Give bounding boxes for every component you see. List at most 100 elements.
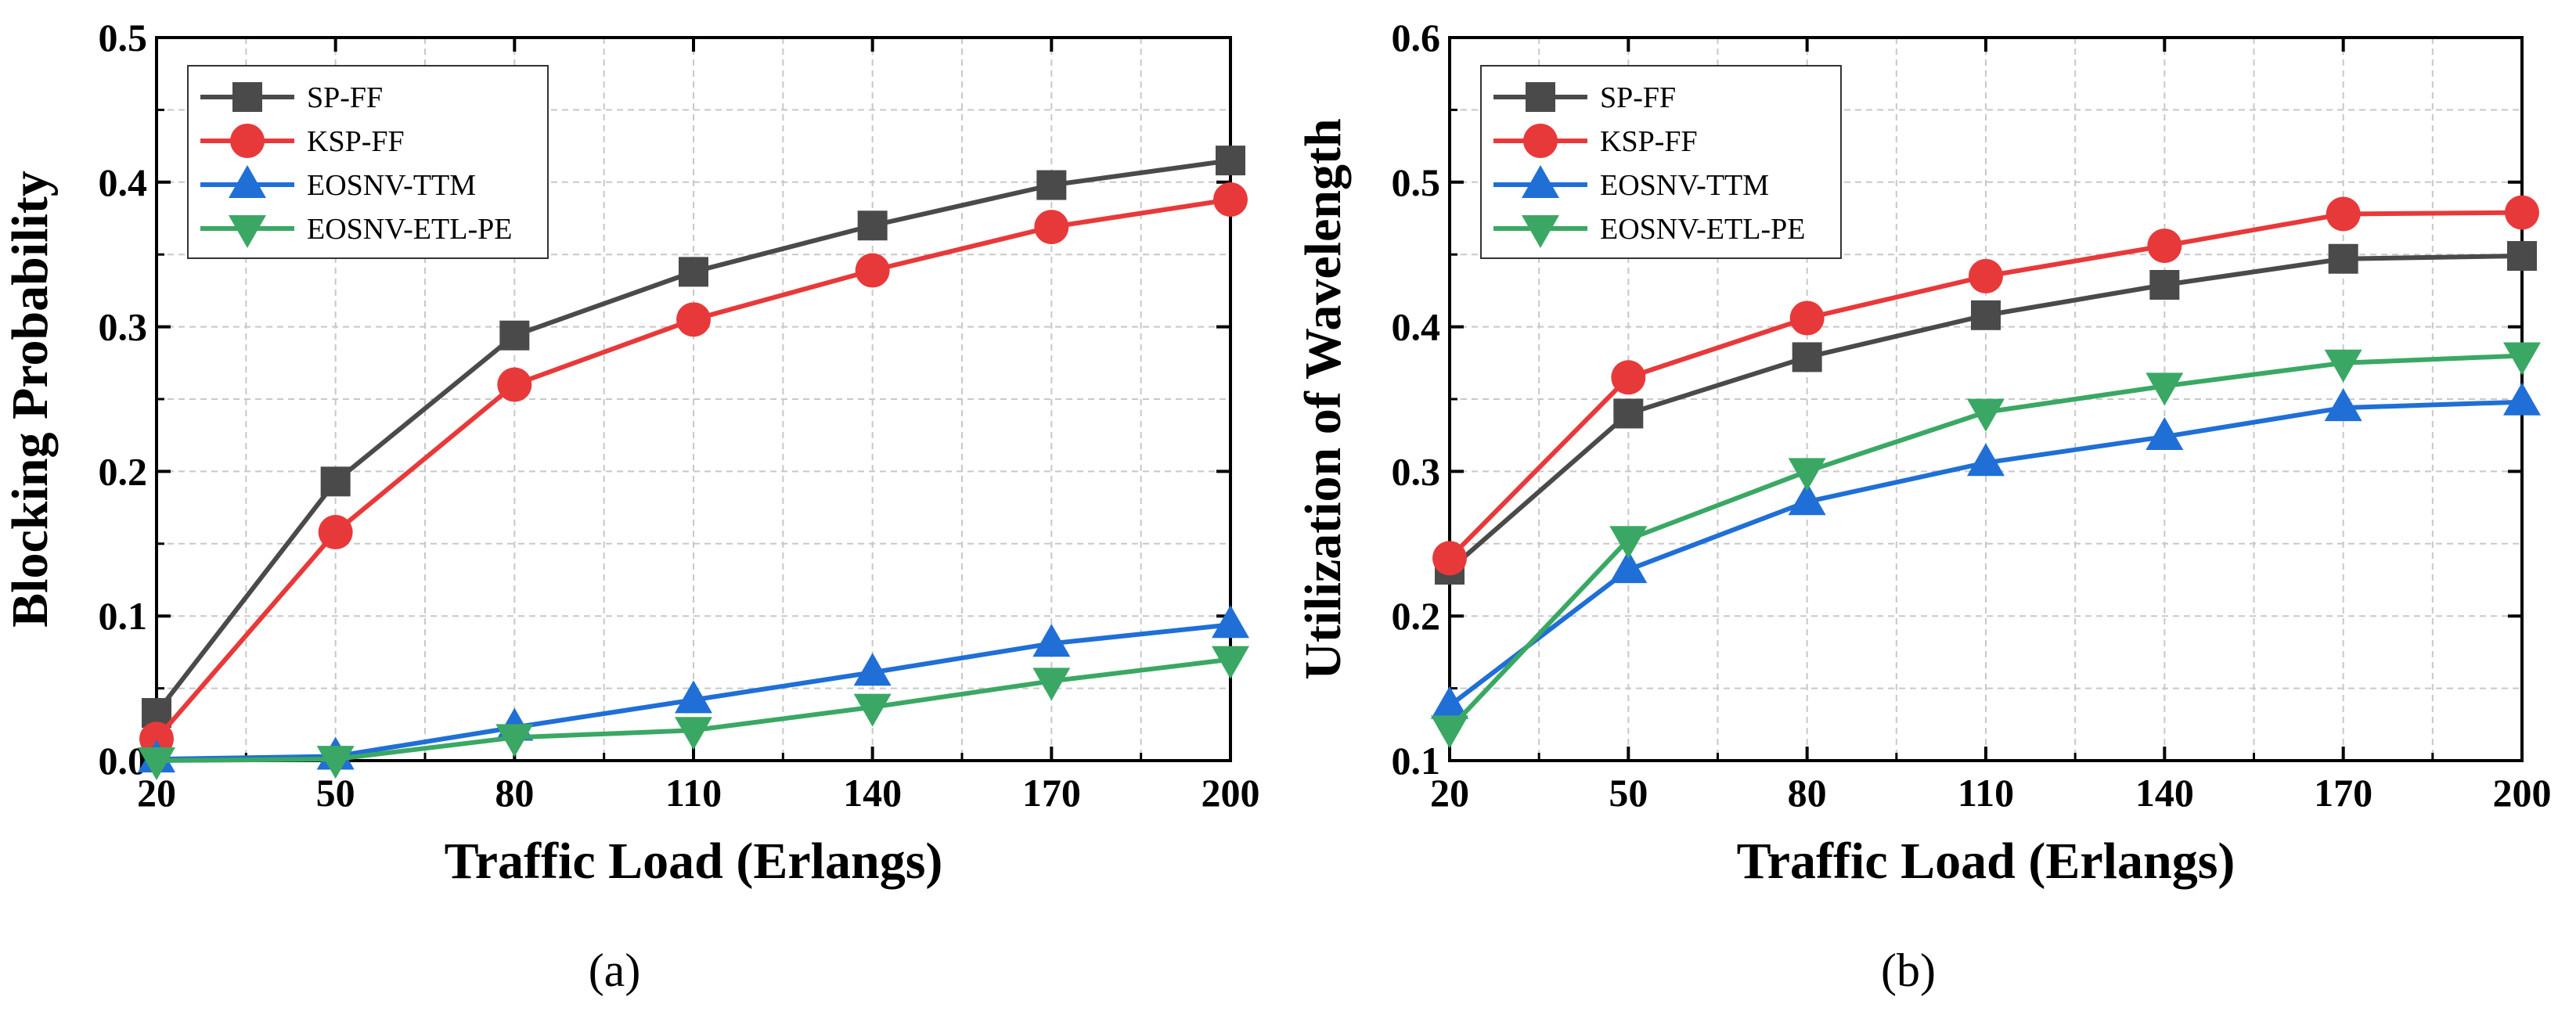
data-point: [2326, 196, 2361, 232]
y-tick-label: 0.2: [1392, 594, 1441, 638]
y-tick-label: 0.3: [99, 305, 148, 349]
y-tick-label: 0.4: [99, 160, 148, 204]
x-tick-label: 80: [495, 771, 534, 815]
legend-marker: [1522, 165, 1559, 198]
data-point: [1792, 342, 1822, 372]
series-ksp-ff: [139, 182, 1248, 757]
legend-marker: [232, 82, 262, 112]
legend: SP-FF KSP-FF EOSNV-TTM EOSNV-ETL-PE: [1480, 65, 1842, 259]
legend-label: EOSNV-ETL-PE: [307, 213, 512, 246]
data-point: [1613, 398, 1644, 429]
data-point: [1036, 170, 1067, 200]
data-point: [853, 653, 892, 686]
data-point: [138, 747, 175, 780]
x-tick-label: 170: [1022, 771, 1081, 815]
data-point: [1212, 646, 1249, 679]
series-eosnv-etl-pe: [1431, 342, 2541, 749]
data-point: [2503, 342, 2541, 376]
x-axis-title: Traffic Load (Erlangs): [445, 833, 943, 890]
y-axis-title: Blocking Probability: [2, 171, 59, 628]
data-point: [318, 515, 353, 550]
data-point: [1967, 443, 2005, 477]
series-eosnv-etl-pe: [138, 646, 1249, 780]
data-point: [2505, 195, 2539, 230]
y-tick-label: 0.2: [99, 449, 148, 493]
data-point: [679, 257, 708, 287]
legend-label: SP-FF: [1600, 81, 1676, 114]
y-axis-title: Utilization of Wavelength: [1295, 118, 1352, 679]
legend-marker: [229, 215, 266, 248]
y-tick-label: 0.5: [99, 16, 148, 59]
y-tick-label: 0.0: [99, 739, 148, 783]
data-point: [675, 717, 712, 750]
legend-marker: [1523, 124, 1558, 158]
data-point: [1034, 210, 1069, 245]
data-point: [2324, 349, 2362, 383]
legend-label: EOSNV-TTM: [1600, 169, 1769, 202]
data-point: [2324, 388, 2362, 422]
data-point: [2149, 270, 2180, 300]
data-point: [1431, 686, 1468, 719]
data-point: [2328, 243, 2358, 274]
data-point: [495, 724, 534, 758]
data-point: [855, 253, 890, 288]
x-tick-label: 200: [1202, 771, 1260, 815]
figure-caption: (b): [1881, 945, 1936, 996]
data-point: [1032, 624, 1071, 657]
legend: SP-FF KSP-FF EOSNV-TTM EOSNV-ETL-PE: [187, 65, 549, 259]
x-tick-label: 50: [1609, 771, 1648, 815]
data-point: [2507, 241, 2537, 272]
series-eosnv-ttm: [1431, 382, 2541, 719]
data-point: [1611, 360, 1646, 395]
data-point: [316, 746, 355, 779]
data-point: [2147, 229, 2182, 264]
y-tick-label: 0.6: [1392, 16, 1441, 59]
y-tick-label: 0.5: [1392, 160, 1441, 204]
y-tick-label: 0.4: [1392, 305, 1441, 349]
data-point: [320, 466, 351, 497]
data-point: [675, 680, 712, 714]
series-ksp-ff: [1432, 195, 2539, 576]
data-point: [1216, 146, 1245, 176]
data-point: [857, 211, 888, 241]
data-point: [1432, 541, 1467, 576]
data-point: [2503, 382, 2541, 416]
x-tick-label: 140: [843, 771, 902, 815]
data-point: [1609, 526, 1648, 560]
legend-marker: [230, 124, 265, 158]
x-tick-label: 20: [1430, 771, 1469, 815]
data-point: [853, 693, 892, 727]
legend-marker: [229, 165, 266, 198]
x-tick-label: 110: [665, 771, 722, 815]
data-point: [1967, 398, 2005, 432]
legend-marker: [1526, 82, 1555, 112]
data-point: [2145, 417, 2184, 451]
data-point: [497, 367, 532, 402]
data-point: [1032, 668, 1071, 701]
legend-label: EOSNV-TTM: [307, 169, 476, 202]
data-point: [1609, 550, 1648, 584]
y-tick-label: 0.3: [1392, 449, 1441, 493]
x-tick-label: 80: [1788, 771, 1827, 815]
data-point: [1971, 300, 2001, 330]
data-point: [1212, 605, 1249, 639]
x-tick-label: 200: [2493, 771, 2552, 815]
data-point: [1788, 458, 1826, 491]
x-tick-label: 110: [1958, 771, 2014, 815]
data-point: [1431, 715, 1468, 749]
x-axis-title: Traffic Load (Erlangs): [1737, 833, 2236, 890]
legend-label: KSP-FF: [1600, 125, 1698, 158]
data-point: [676, 302, 711, 337]
data-point: [2145, 372, 2184, 406]
data-point: [1213, 182, 1248, 217]
y-tick-label: 0.1: [1392, 739, 1441, 783]
chart-b: 20 50 80 110 140 170 200 0.1 0.2 0.3 0.4 0.5 0.6 Traf…: [1295, 16, 2552, 996]
legend-marker: [1522, 215, 1559, 248]
x-tick-label: 170: [2314, 771, 2372, 815]
data-point: [499, 320, 530, 351]
legend-label: KSP-FF: [307, 125, 405, 158]
data-point: [1969, 258, 2003, 293]
data-point: [1788, 482, 1826, 516]
figure-caption: (a): [589, 945, 641, 996]
